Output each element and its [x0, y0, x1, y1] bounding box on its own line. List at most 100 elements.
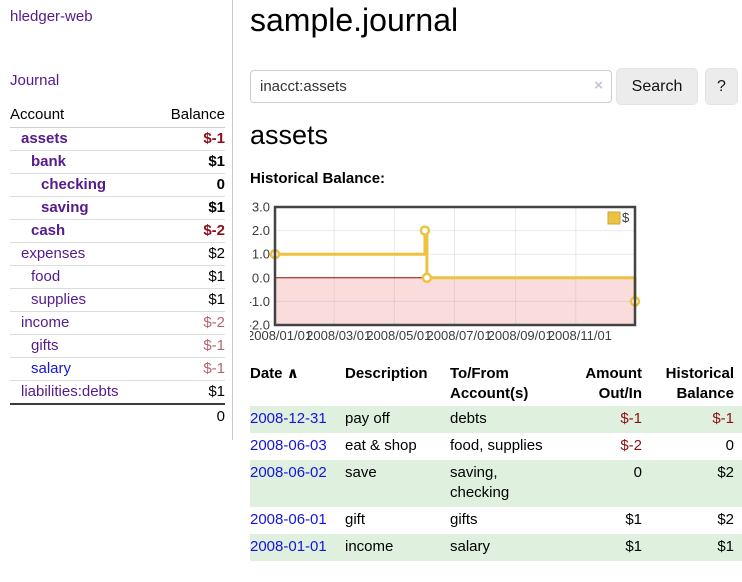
account-link[interactable]: income: [21, 314, 70, 331]
account-balance: $-2: [153, 311, 225, 335]
svg-text:$: $: [622, 210, 630, 225]
svg-text:2.0: 2.0: [252, 223, 270, 238]
account-link[interactable]: cash: [31, 222, 66, 239]
transaction-date-link[interactable]: 2008-06-01: [250, 511, 327, 528]
account-link[interactable]: gifts: [31, 337, 59, 354]
svg-text:2008/05/01: 2008/05/01: [366, 328, 431, 343]
account-balance: 0: [153, 173, 225, 197]
account-balance: $1: [153, 196, 225, 220]
account-balance: $1: [153, 380, 225, 405]
sidebar-item-journal[interactable]: Journal: [10, 72, 60, 89]
transaction-date-link[interactable]: 2008-06-02: [250, 464, 327, 481]
account-row: income $-2: [10, 311, 225, 335]
amount-column-header: Amount Out/In: [585, 365, 642, 402]
app-title-link[interactable]: hledger-web: [10, 8, 93, 25]
transaction-amount: $1: [625, 538, 642, 555]
sort-ascending-icon: ∧: [286, 365, 299, 382]
transaction-accounts: gifts: [450, 511, 478, 528]
register-row: 2008-06-02 save saving, checking 0 $2: [250, 460, 742, 507]
svg-text:3.0: 3.0: [252, 200, 270, 215]
transaction-accounts: saving, checking: [450, 464, 510, 501]
svg-text:0.0: 0.0: [252, 270, 270, 285]
register-table: Date ∧ Description To/From Account(s) Am…: [250, 362, 742, 561]
transaction-balance: $2: [717, 511, 734, 528]
transaction-description: eat & shop: [345, 437, 417, 454]
account-row: cash $-2: [10, 219, 225, 243]
account-link[interactable]: checking: [41, 176, 107, 193]
register-table-body: 2008-12-31 pay off debts $-1 $-1 2008-06-03 ea…: [250, 406, 742, 561]
transaction-balance: $-1: [712, 410, 734, 427]
account-row: salary $-1: [10, 357, 225, 381]
sidebar: hledger-web Journal Account Balance asse…: [0, 0, 233, 440]
transaction-description: income: [345, 538, 394, 555]
transaction-balance: 0: [725, 437, 734, 454]
account-link[interactable]: saving: [41, 199, 89, 216]
historical-balance-chart: $3.0 2.0 1.0 0.0 -1.0 -2.02008/01/012008/03/0…: [247, 200, 742, 348]
svg-text:2008/11/01: 2008/11/01: [548, 328, 612, 343]
transaction-accounts: debts: [450, 410, 487, 427]
register-header-row: Date ∧ Description To/From Account(s) Am…: [250, 362, 742, 406]
svg-text:2008/03/01: 2008/03/01: [306, 328, 371, 343]
transaction-amount: 0: [633, 464, 642, 481]
svg-text:2008/07/01: 2008/07/01: [427, 328, 492, 343]
account-link[interactable]: salary: [31, 360, 72, 377]
account-balance: $1: [153, 265, 225, 289]
clear-search-icon[interactable]: ×: [594, 77, 603, 94]
account-row: gifts $-1: [10, 334, 225, 358]
account-row: checking 0: [10, 173, 225, 197]
svg-text:-1.0: -1.0: [250, 294, 270, 309]
account-link[interactable]: expenses: [21, 245, 86, 262]
search-form: ×: [250, 70, 612, 103]
balance-column-header: Balance: [153, 103, 225, 128]
account-balance: $-1: [153, 127, 225, 151]
svg-text:2008/01/01: 2008/01/01: [250, 328, 312, 343]
account-link[interactable]: supplies: [31, 291, 87, 308]
account-row: bank $1: [10, 150, 225, 174]
transaction-accounts: food, supplies: [450, 437, 543, 454]
account-link[interactable]: bank: [31, 153, 67, 170]
total-balance: 0: [153, 403, 225, 428]
account-row: food $1: [10, 265, 225, 289]
help-button[interactable]: ?: [705, 68, 738, 105]
tofrom-column-header: To/From Account(s): [450, 365, 529, 402]
transaction-amount: $1: [625, 511, 642, 528]
register-row: 2008-01-01 income salary $1 $1: [250, 534, 742, 561]
transaction-accounts: salary: [450, 538, 491, 555]
transaction-description: save: [345, 464, 377, 481]
account-balance: $1: [153, 150, 225, 174]
transaction-amount: $-1: [620, 410, 642, 427]
register-row: 2008-06-01 gift gifts $1 $2: [250, 507, 742, 534]
account-heading: assets: [250, 120, 329, 150]
transaction-amount: $-2: [620, 437, 642, 454]
svg-text:1.0: 1.0: [252, 247, 270, 262]
sidebar-total-row: 0: [10, 403, 225, 428]
svg-text:-2.0: -2.0: [250, 318, 270, 333]
account-link[interactable]: assets: [21, 130, 68, 147]
sidebar-account-table: Account Balance assets $-1 bank $1 checking 0…: [10, 103, 225, 428]
account-row: saving $1: [10, 196, 225, 220]
sidebar-table-header: Account Balance: [10, 103, 225, 128]
transaction-date-link[interactable]: 2008-06-03: [250, 437, 327, 454]
register-row: 2008-12-31 pay off debts $-1 $-1: [250, 406, 742, 433]
account-balance: $-2: [153, 219, 225, 243]
chart-legend: $: [607, 210, 630, 225]
account-balance: $-1: [153, 334, 225, 358]
page-title: sample.journal: [250, 2, 459, 38]
account-row: expenses $2: [10, 242, 225, 266]
search-button[interactable]: Search: [616, 68, 698, 105]
chart-title: Historical Balance:: [250, 170, 386, 187]
transaction-balance: $2: [717, 464, 734, 481]
account-row: assets $-1: [10, 127, 225, 151]
transaction-balance: $1: [717, 538, 734, 555]
account-link[interactable]: liabilities:debts: [21, 383, 119, 400]
transaction-date-link[interactable]: 2008-01-01: [250, 538, 327, 555]
search-input[interactable]: [250, 70, 612, 103]
account-link[interactable]: food: [31, 268, 61, 285]
transaction-description: gift: [345, 511, 366, 528]
transaction-date-link[interactable]: 2008-12-31: [250, 410, 327, 427]
register-row: 2008-06-03 eat & shop food, supplies $-2 0: [250, 433, 742, 460]
svg-text:2008/09/01: 2008/09/01: [488, 328, 553, 343]
date-column-header[interactable]: Date ∧: [250, 365, 299, 382]
main-content: sample.journal × Search ? assets Histori…: [247, 0, 742, 582]
account-row: liabilities:debts $1: [10, 380, 225, 405]
